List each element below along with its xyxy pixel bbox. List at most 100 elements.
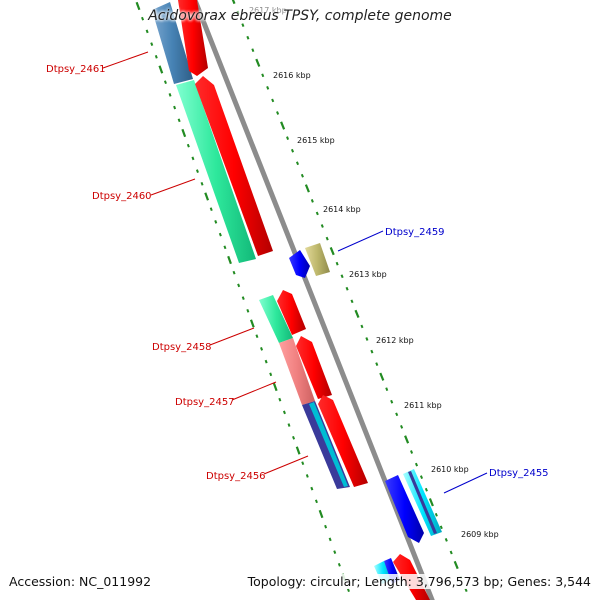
tick-mark bbox=[168, 93, 172, 97]
leader-line-dtpsy-2458 bbox=[209, 327, 255, 346]
tick-mark bbox=[314, 499, 318, 504]
tick-mark bbox=[236, 10, 240, 15]
tick-mark bbox=[158, 65, 164, 74]
cds-arrow-4[interactable] bbox=[296, 336, 332, 399]
tick-mark bbox=[428, 498, 434, 507]
leader-line-dtpsy-2457 bbox=[231, 381, 277, 401]
tick-mark bbox=[266, 86, 270, 90]
tick-mark bbox=[379, 372, 385, 381]
leader-line-dtpsy-2456 bbox=[263, 455, 309, 475]
tick-mark bbox=[154, 54, 158, 59]
gene-label-dtpsy-2460[interactable]: Dtpsy_2460 bbox=[92, 191, 152, 202]
tick-mark bbox=[135, 1, 141, 11]
tick-label: 2610 kbp bbox=[431, 465, 469, 474]
tick-mark bbox=[186, 143, 190, 148]
tick-mark bbox=[453, 560, 459, 570]
tick-mark bbox=[329, 246, 335, 256]
tick-mark bbox=[360, 324, 364, 329]
cds-arrow-3[interactable] bbox=[277, 290, 306, 335]
tick-mark bbox=[290, 148, 295, 153]
tick-mark bbox=[295, 161, 300, 166]
tick-mark bbox=[315, 211, 319, 216]
gene-label-dtpsy-2461[interactable]: Dtpsy_2461 bbox=[46, 64, 106, 75]
tick-mark bbox=[282, 410, 286, 415]
tick-mark bbox=[449, 550, 453, 555]
gene-label-dtpsy-2458[interactable]: Dtpsy_2458 bbox=[152, 342, 212, 353]
leader-line-dtpsy-2459 bbox=[337, 230, 384, 252]
tick-mark bbox=[350, 299, 354, 304]
tick-mark bbox=[177, 118, 181, 123]
gene-label-dtpsy-2459[interactable]: Dtpsy_2459 bbox=[385, 227, 445, 238]
tick-mark bbox=[241, 23, 245, 27]
tick-mark bbox=[246, 308, 250, 313]
cds-block-dtpsy-2459-blue[interactable] bbox=[289, 250, 310, 278]
cds-block-dtpsy-2460[interactable] bbox=[176, 80, 256, 263]
gene-label-dtpsy-2456[interactable]: Dtpsy_2456 bbox=[206, 471, 266, 482]
tick-mark bbox=[249, 319, 255, 328]
tick-mark bbox=[227, 255, 232, 265]
cds-block-dtpsy-2459-olive[interactable] bbox=[305, 243, 330, 276]
tick-mark bbox=[141, 16, 145, 21]
tick-mark bbox=[404, 435, 410, 444]
tick-mark bbox=[181, 128, 187, 138]
tick-marks-outer bbox=[231, 0, 468, 592]
inner-track bbox=[152, 2, 350, 489]
cds-block-dtpsy-2458[interactable] bbox=[259, 295, 293, 343]
tick-mark bbox=[261, 73, 265, 78]
leader-line-dtpsy-2461 bbox=[102, 51, 149, 69]
tick-mark bbox=[272, 382, 278, 392]
tick-mark bbox=[209, 207, 213, 212]
tick-mark bbox=[295, 446, 301, 455]
tick-mark bbox=[370, 349, 374, 354]
tick-mark bbox=[304, 184, 310, 193]
tick-mark bbox=[324, 524, 328, 529]
tick-mark bbox=[337, 562, 341, 567]
cds-arrow-5[interactable] bbox=[318, 395, 368, 487]
tick-mark bbox=[390, 399, 394, 404]
tick-mark bbox=[264, 359, 268, 364]
outer-track bbox=[289, 243, 442, 543]
cds-arrow-2[interactable] bbox=[195, 76, 273, 256]
tick-mark bbox=[287, 423, 291, 427]
tick-mark bbox=[276, 111, 280, 115]
cds-arrow-1[interactable] bbox=[178, 0, 208, 76]
tick-mark bbox=[232, 270, 236, 275]
tick-mark bbox=[301, 461, 305, 466]
leader-line-dtpsy-2455 bbox=[443, 472, 488, 494]
tick-mark bbox=[424, 487, 428, 492]
cds-track bbox=[178, 0, 430, 600]
tick-mark bbox=[241, 296, 245, 300]
cds-block-dtpsy-2461[interactable] bbox=[152, 2, 193, 84]
tick-mark bbox=[400, 425, 404, 429]
tick-mark bbox=[150, 42, 154, 46]
tick-mark bbox=[271, 98, 275, 103]
genome-backbone bbox=[192, 0, 435, 600]
tick-mark bbox=[191, 156, 195, 161]
leader-line-dtpsy-2460 bbox=[150, 178, 196, 196]
tick-label: 2609 kbp bbox=[461, 530, 499, 539]
tick-mark bbox=[340, 274, 344, 279]
tick-mark bbox=[345, 286, 349, 291]
tick-mark bbox=[385, 387, 389, 392]
tick-labels: 2617 kbp 2616 kbp 2615 kbp 2614 kbp 2613… bbox=[249, 6, 499, 539]
cds-block-dtpsy-2455-blue[interactable] bbox=[385, 475, 424, 543]
tick-mark bbox=[255, 334, 259, 339]
genome-summary: Topology: circular; Length: 3,796,573 bp… bbox=[247, 574, 591, 589]
cds-block-dtpsy-2457[interactable] bbox=[279, 338, 315, 405]
tick-mark bbox=[335, 261, 339, 266]
gene-label-dtpsy-2457[interactable]: Dtpsy_2457 bbox=[175, 397, 235, 408]
tick-label: 2613 kbp bbox=[349, 270, 387, 279]
tick-mark bbox=[419, 475, 424, 479]
tick-mark bbox=[237, 283, 241, 288]
tick-mark bbox=[163, 80, 167, 85]
tick-mark bbox=[310, 199, 314, 203]
tick-label: 2617 kbp bbox=[249, 6, 287, 15]
gene-label-dtpsy-2455[interactable]: Dtpsy_2455 bbox=[489, 468, 549, 479]
tick-label: 2616 kbp bbox=[273, 71, 311, 80]
tick-mark bbox=[280, 121, 286, 130]
tick-mark bbox=[444, 538, 448, 542]
tick-mark bbox=[269, 372, 273, 377]
tick-mark bbox=[223, 245, 227, 250]
tick-mark bbox=[173, 105, 177, 110]
